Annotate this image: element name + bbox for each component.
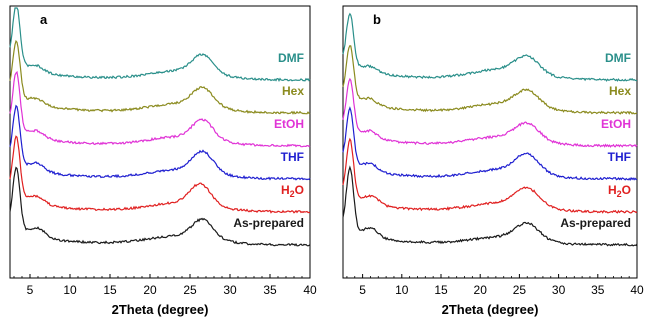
series-label: THF <box>608 150 631 164</box>
x-tick-label: 15 <box>103 283 117 297</box>
x-tick-label: 10 <box>63 283 77 297</box>
series-label: Hex <box>282 84 304 98</box>
series-label: THF <box>281 150 304 164</box>
x-tick-label: 35 <box>263 283 277 297</box>
series-label: EtOH <box>274 117 304 131</box>
series-label: EtOH <box>601 117 631 131</box>
series-line <box>9 39 311 115</box>
series-line <box>9 135 311 214</box>
x-tick-label: 30 <box>223 283 237 297</box>
series-line <box>342 44 638 115</box>
x-tick-label: 25 <box>183 283 197 297</box>
series-line <box>342 106 638 182</box>
x-tick-label: 25 <box>513 283 527 297</box>
panel-label: a <box>40 12 48 27</box>
plot-frame <box>342 5 638 279</box>
x-tick-label: 40 <box>630 283 644 297</box>
series-label: As-prepared <box>560 216 631 230</box>
x-tick-label: 5 <box>359 283 366 297</box>
series-line <box>342 137 638 214</box>
plot-frame <box>9 5 311 279</box>
series-line <box>9 7 311 82</box>
series-label: DMF <box>605 51 631 65</box>
x-tick-label: 15 <box>434 283 448 297</box>
series-line <box>342 165 638 247</box>
series-label: H2O <box>281 183 304 199</box>
x-tick-label: 20 <box>474 283 488 297</box>
x-tick-label: 35 <box>591 283 605 297</box>
x-tick-label: 20 <box>143 283 157 297</box>
series-label: DMF <box>278 51 304 65</box>
series-line <box>342 12 638 82</box>
series-label: H2O <box>608 183 631 199</box>
x-tick-label: 5 <box>27 283 34 297</box>
x-tick-label: 40 <box>303 283 317 297</box>
panel-label: b <box>373 12 381 27</box>
x-tick-label: 10 <box>395 283 409 297</box>
series-line <box>9 104 311 181</box>
x-axis-label: 2Theta (degree) <box>112 302 209 317</box>
series-label: Hex <box>609 84 631 98</box>
x-axis-label: 2Theta (degree) <box>442 302 539 317</box>
series-line <box>9 166 311 247</box>
series-line <box>9 70 311 148</box>
series-label: As-prepared <box>233 216 304 230</box>
x-tick-label: 30 <box>552 283 566 297</box>
series-line <box>342 77 638 148</box>
